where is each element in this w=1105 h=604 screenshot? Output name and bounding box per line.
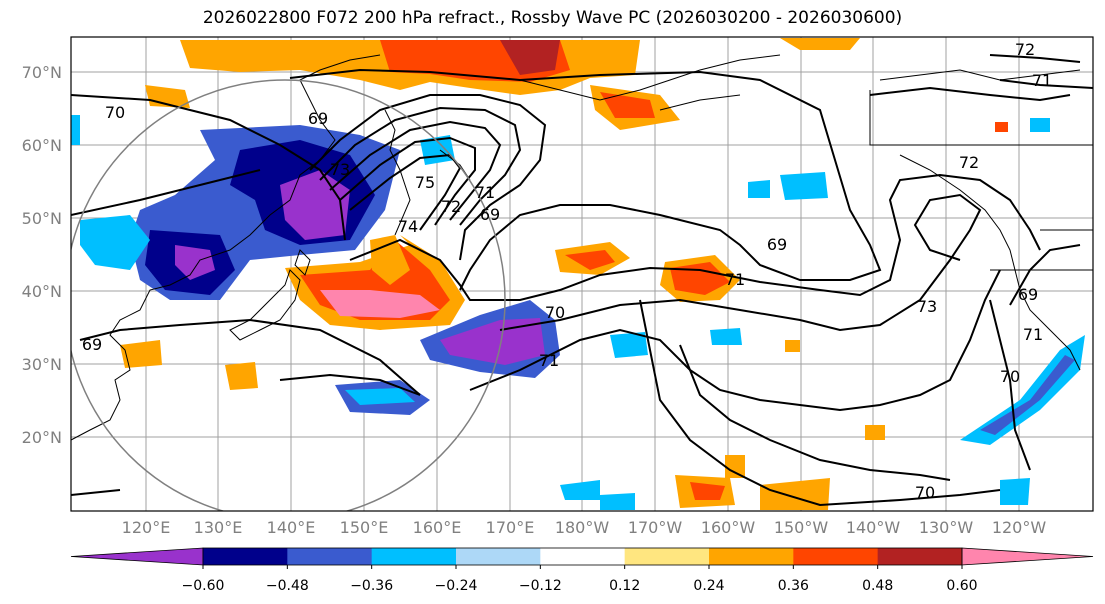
contour-label: 69 (1018, 285, 1038, 304)
latitude-label: 70°N (22, 63, 62, 82)
longitude-label: 180°W (555, 518, 610, 537)
contour-label: 69 (308, 109, 328, 128)
colorbar-tick-label: 0.24 (693, 578, 724, 594)
longitude-label: 160°E (413, 518, 462, 537)
contour-label: 75 (415, 173, 435, 192)
colorbar-extend-min (70, 547, 204, 566)
map-title: 2026022800 F072 200 hPa refract., Rossby… (202, 8, 903, 28)
latitude-label: 60°N (22, 136, 62, 155)
longitude-label: 150°W (774, 518, 829, 537)
latitude-label: 50°N (22, 209, 62, 228)
contour-label: 69 (480, 205, 500, 224)
contour-label: 70 (545, 303, 565, 322)
contour-label: 72 (959, 153, 979, 172)
colorbar: −0.60 −0.48 −0.36 −0.24 −0.12 0.12 0.24 0.36 0.4… (70, 547, 1094, 594)
longitude-label: 120°W (992, 518, 1047, 537)
contour-label: 71 (725, 270, 745, 289)
longitude-label: 170°E (486, 518, 535, 537)
contour-label: 70 (915, 483, 935, 502)
longitude-label: 130°E (194, 518, 243, 537)
longitude-label: 130°W (919, 518, 974, 537)
contour-label: 74 (398, 217, 418, 236)
coastlines (71, 54, 1093, 441)
latitude-label: 20°N (22, 428, 62, 447)
height-contours (71, 54, 1093, 507)
colorbar-segment (287, 548, 373, 565)
longitude-label: 140°W (846, 518, 901, 537)
contour-label: 71 (1023, 325, 1043, 344)
colorbar-tick-label: 0.60 (946, 578, 977, 594)
latitude-label: 30°N (22, 355, 62, 374)
contour-label: 70 (1000, 367, 1020, 386)
contour-label: 69 (767, 235, 787, 254)
colorbar-segment (456, 548, 541, 565)
colorbar-segment (203, 548, 288, 565)
contour-label: 73 (330, 160, 350, 179)
colorbar-tick-label: 0.48 (862, 578, 893, 594)
colorbar-tick-label: 0.12 (609, 578, 640, 594)
contour-label: 72 (1015, 40, 1035, 59)
longitude-label: 140°E (267, 518, 316, 537)
colorbar-tick-label: −0.24 (435, 578, 478, 594)
longitude-label: 150°E (340, 518, 389, 537)
range-ring (71, 79, 506, 511)
contour-label: 73 (917, 297, 937, 316)
colorbar-segment (709, 548, 794, 565)
latitude-label: 40°N (22, 282, 62, 301)
contour-label: 72 (441, 197, 461, 216)
longitude-label: 170°W (628, 518, 683, 537)
longitude-labels: 120°E 130°E 140°E 150°E 160°E 170°E 180°W 170°W… (122, 518, 1047, 537)
contour-label: 69 (82, 335, 102, 354)
contour-label: 70 (105, 103, 125, 122)
contour-label: 71 (1032, 71, 1052, 90)
contour-label: 71 (475, 183, 495, 202)
colorbar-tick-label: 0.36 (778, 578, 809, 594)
longitude-label: 160°W (701, 518, 756, 537)
contour-labels: 70 69 73 75 74 72 71 69 70 71 69 69 71 72 73 71 70 69 70 72… (82, 40, 1052, 502)
colorbar-tick-label: −0.48 (266, 578, 309, 594)
latitude-labels: 70°N 60°N 50°N 40°N 30°N 20°N (22, 63, 62, 447)
colorbar-segment (624, 548, 710, 565)
colorbar-extend-max (961, 547, 1094, 566)
colorbar-tick-label: −0.36 (350, 578, 393, 594)
colorbar-segment (877, 548, 963, 565)
colorbar-segment (371, 548, 457, 565)
contour-label: 71 (539, 351, 559, 370)
longitude-label: 120°E (122, 518, 171, 537)
map-frame (70, 36, 1094, 512)
colorbar-segment (540, 548, 626, 565)
colorbar-segment (793, 548, 879, 565)
colorbar-tick-label: −0.12 (519, 578, 562, 594)
colorbar-tick-label: −0.60 (182, 578, 225, 594)
